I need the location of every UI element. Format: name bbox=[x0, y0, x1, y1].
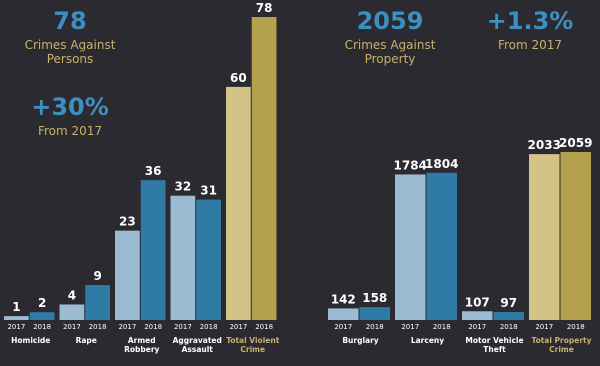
year-label: 2018 bbox=[144, 323, 162, 331]
year-label: 2017 bbox=[229, 323, 247, 331]
value-label: 142 bbox=[331, 292, 356, 306]
year-label: 2018 bbox=[33, 323, 51, 331]
value-label: 2059 bbox=[559, 136, 592, 150]
bar bbox=[59, 304, 85, 320]
value-label: 1784 bbox=[394, 158, 427, 172]
stat-label: Crimes Against Property bbox=[344, 38, 436, 66]
year-label: 2018 bbox=[366, 323, 384, 331]
bar bbox=[529, 154, 560, 320]
stat-value: 78 bbox=[53, 7, 87, 35]
category-label: Rape bbox=[75, 336, 97, 345]
year-label: 2017 bbox=[174, 323, 192, 331]
stat-label: From 2017 bbox=[497, 38, 563, 52]
year-label: 2017 bbox=[401, 323, 419, 331]
bar bbox=[4, 316, 29, 320]
category-label: Burglary bbox=[342, 336, 379, 345]
year-label: 2017 bbox=[63, 323, 81, 331]
bar bbox=[462, 311, 493, 320]
bar bbox=[115, 230, 140, 320]
year-label: 2018 bbox=[500, 323, 518, 331]
category-label: Armed Robbery bbox=[124, 336, 160, 354]
bar bbox=[493, 312, 524, 320]
stat-label: From 2017 bbox=[37, 124, 103, 138]
value-label: 158 bbox=[362, 291, 387, 305]
category-label: Motor Vehicle Theft bbox=[465, 336, 524, 354]
value-label: 97 bbox=[500, 296, 517, 310]
category-label: Total Violent Crime bbox=[226, 336, 280, 354]
bar bbox=[251, 17, 277, 320]
value-label: 107 bbox=[465, 295, 490, 309]
value-label: 2 bbox=[38, 296, 46, 310]
bar bbox=[85, 285, 110, 320]
bar bbox=[226, 86, 251, 320]
value-label: 1 bbox=[12, 300, 20, 314]
bar bbox=[140, 180, 166, 320]
stat-value: 2059 bbox=[356, 7, 424, 35]
year-label: 2017 bbox=[334, 323, 352, 331]
category-label: Homicide bbox=[11, 336, 51, 345]
stat-value: +1.3% bbox=[486, 7, 574, 35]
value-label: 2033 bbox=[528, 138, 561, 152]
value-label: 60 bbox=[230, 71, 247, 85]
bar bbox=[359, 307, 390, 320]
year-label: 2017 bbox=[7, 323, 25, 331]
bar bbox=[170, 195, 196, 320]
category-label: Aggravated Assault bbox=[172, 336, 222, 354]
year-label: 2018 bbox=[255, 323, 273, 331]
year-label: 2017 bbox=[535, 323, 553, 331]
year-label: 2017 bbox=[118, 323, 136, 331]
year-label: 2018 bbox=[200, 323, 218, 331]
bar bbox=[395, 174, 426, 320]
year-label: 2018 bbox=[433, 323, 451, 331]
value-label: 78 bbox=[256, 1, 273, 15]
value-label: 32 bbox=[175, 180, 192, 194]
value-label: 4 bbox=[68, 288, 76, 302]
bar bbox=[560, 152, 591, 320]
category-label: Total Property Crime bbox=[531, 336, 592, 354]
value-label: 31 bbox=[200, 184, 217, 198]
bar bbox=[426, 172, 457, 320]
bar bbox=[328, 308, 359, 320]
value-label: 1804 bbox=[425, 157, 458, 171]
year-label: 2018 bbox=[89, 323, 107, 331]
bar bbox=[29, 312, 55, 320]
year-label: 2018 bbox=[567, 323, 585, 331]
value-label: 36 bbox=[145, 164, 162, 178]
bar bbox=[196, 199, 221, 320]
value-label: 9 bbox=[93, 269, 101, 283]
category-label: Larceny bbox=[410, 336, 445, 345]
stat-label: Crimes Against Persons bbox=[24, 38, 116, 66]
value-label: 23 bbox=[119, 215, 136, 229]
stat-value: +30% bbox=[31, 93, 109, 121]
year-label: 2017 bbox=[468, 323, 486, 331]
